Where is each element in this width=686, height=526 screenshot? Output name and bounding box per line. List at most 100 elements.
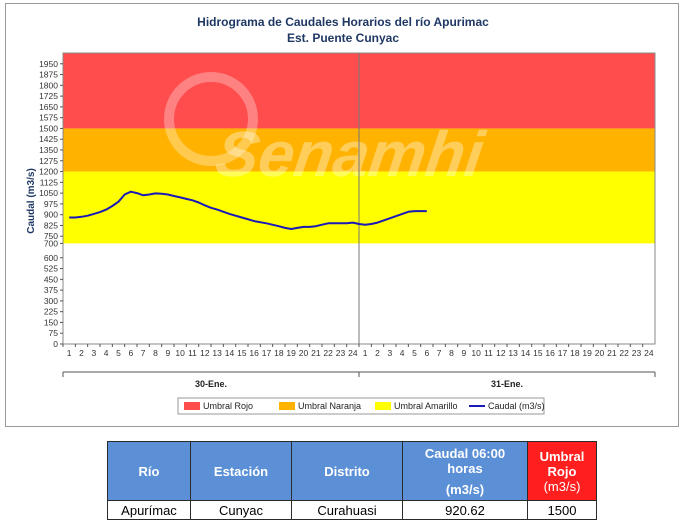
- x-tick-label: 9: [461, 348, 466, 358]
- legend-swatch: [279, 402, 295, 410]
- day-label: 30-Ene.: [195, 379, 227, 389]
- x-tick-label: 12: [496, 348, 506, 358]
- header-umbral: Umbral Rojo (m3/s): [527, 441, 597, 501]
- y-tick-label: 750: [44, 231, 58, 241]
- cell-caudal: 920.62: [402, 500, 528, 520]
- y-tick-label: 0: [53, 339, 58, 349]
- y-tick-label: 1275: [39, 156, 58, 166]
- x-tick-label: 10: [175, 348, 185, 358]
- x-tick-label: 8: [153, 348, 158, 358]
- y-tick-label: 75: [49, 328, 59, 338]
- y-tick-label: 1875: [39, 70, 58, 80]
- x-tick-label: 3: [91, 348, 96, 358]
- y-axis-label: Caudal (m3/s): [26, 168, 37, 234]
- legend-box: [177, 397, 545, 415]
- legend-label: Caudal (m3/s): [488, 401, 545, 411]
- legend-label: Umbral Amarillo: [394, 401, 458, 411]
- y-tick-label: 1575: [39, 113, 58, 123]
- x-tick-label: 24: [348, 348, 358, 358]
- legend-label: Umbral Rojo: [203, 401, 253, 411]
- y-tick-label: 1800: [39, 80, 58, 90]
- y-tick-label: 975: [44, 199, 58, 209]
- x-tick-label: 5: [412, 348, 417, 358]
- x-tick-label: 11: [188, 348, 197, 358]
- header-caudal-line1: Caudal 06:00 horas: [424, 445, 506, 476]
- y-tick-label: 600: [44, 253, 58, 263]
- x-tick-label: 6: [424, 348, 429, 358]
- x-tick-label: 23: [336, 348, 346, 358]
- x-tick-label: 22: [619, 348, 629, 358]
- header-distrito: Distrito: [291, 441, 403, 501]
- x-tick-label: 18: [570, 348, 580, 358]
- x-tick-label: 8: [449, 348, 454, 358]
- x-tick-label: 4: [400, 348, 405, 358]
- chart-frame: Hidrograma de Caudales Horarios del río …: [5, 3, 679, 427]
- cell-distrito: Curahuasi: [291, 500, 403, 520]
- x-tick-label: 17: [558, 348, 568, 358]
- x-tick-label: 14: [521, 348, 531, 358]
- watermark-text: Senamhi: [212, 118, 490, 190]
- x-tick-label: 1: [67, 348, 72, 358]
- y-tick-label: 1425: [39, 134, 58, 144]
- x-tick-label: 10: [471, 348, 481, 358]
- x-tick-label: 1: [363, 348, 368, 358]
- y-tick-label: 375: [44, 285, 58, 295]
- x-tick-label: 15: [237, 348, 247, 358]
- x-tick-label: 19: [582, 348, 592, 358]
- x-tick-label: 6: [128, 348, 133, 358]
- y-tick-label: 900: [44, 210, 58, 220]
- y-tick-label: 150: [44, 317, 58, 327]
- y-tick-label: 1050: [39, 188, 58, 198]
- x-tick-label: 3: [387, 348, 392, 358]
- header-caudal: Caudal 06:00 horas (m3/s): [402, 441, 528, 501]
- x-tick-label: 23: [632, 348, 642, 358]
- x-tick-label: 5: [116, 348, 121, 358]
- y-tick-label: 525: [44, 264, 58, 274]
- x-tick-label: 2: [79, 348, 84, 358]
- header-umbral-line3: (m3/s): [543, 478, 581, 494]
- x-tick-label: 13: [508, 348, 518, 358]
- y-tick-label: 700: [44, 238, 58, 248]
- x-tick-label: 22: [323, 348, 333, 358]
- table-header-row: Río Estación Distrito Caudal 06:00 horas…: [107, 441, 597, 501]
- watermark-sun-icon: [164, 72, 258, 166]
- day-label: 31-Ene.: [491, 379, 523, 389]
- x-tick-label: 20: [595, 348, 605, 358]
- legend-label: Umbral Naranja: [298, 401, 361, 411]
- legend-swatch: [184, 402, 200, 410]
- x-tick-label: 18: [274, 348, 284, 358]
- y-tick-label: 225: [44, 307, 58, 317]
- y-tick-label: 300: [44, 296, 58, 306]
- x-tick-label: 7: [141, 348, 146, 358]
- summary-table: Río Estación Distrito Caudal 06:00 horas…: [107, 441, 597, 520]
- x-tick-label: 2: [375, 348, 380, 358]
- header-caudal-line2: (m3/s): [445, 481, 485, 497]
- header-rio: Río: [107, 441, 191, 501]
- y-tick-label: 1650: [39, 102, 58, 112]
- x-tick-label: 15: [533, 348, 543, 358]
- hydrograph-chart: Hidrograma de Caudales Horarios del río …: [26, 15, 656, 415]
- y-tick-label: 450: [44, 274, 58, 284]
- caudal-series-line: [69, 190, 427, 230]
- x-tick-label: 4: [104, 348, 109, 358]
- cell-estacion: Cunyac: [190, 500, 292, 520]
- x-tick-label: 16: [249, 348, 259, 358]
- legend: Umbral Rojo Umbral Naranja Umbral Amarillo…: [177, 397, 545, 415]
- y-tick-label: 825: [44, 220, 58, 230]
- x-tick-label: 13: [212, 348, 222, 358]
- x-tick-label: 19: [286, 348, 296, 358]
- x-tick-label: 21: [311, 348, 321, 358]
- cell-rio: Apurímac: [107, 500, 191, 520]
- header-umbral-line2: Rojo: [547, 463, 577, 479]
- header-umbral-line1: Umbral: [539, 448, 585, 464]
- header-estacion: Estación: [190, 441, 292, 501]
- y-tick-label: 1125: [40, 177, 59, 187]
- x-tick-label: 21: [607, 348, 617, 358]
- chart-subtitle: Est. Puente Cunyac: [287, 31, 399, 45]
- x-tick-label: 20: [299, 348, 309, 358]
- chart-title: Hidrograma de Caudales Horarios del río …: [197, 15, 489, 29]
- x-tick-label: 7: [437, 348, 442, 358]
- cell-umbral: 1500: [527, 500, 597, 520]
- x-tick-label: 14: [225, 348, 235, 358]
- y-tick-label: 1200: [39, 167, 58, 177]
